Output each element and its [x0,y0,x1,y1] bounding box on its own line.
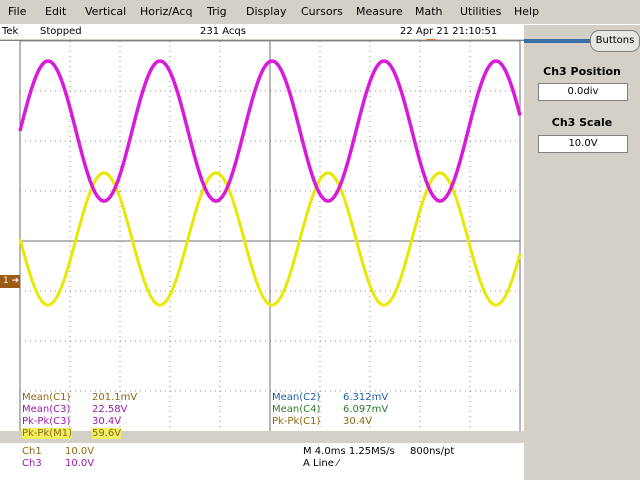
menu-display[interactable]: Display [246,5,287,18]
ch3-position-field[interactable]: 0.0div [538,83,628,101]
status-bar: Tek Stopped 231 Acqs 22 Apr 21 21:10:51 [0,25,524,39]
mean-c4-label: Mean(C4) [272,404,321,415]
mean-c4-value: 6.097mV [343,404,389,415]
acq-state: Stopped [40,26,82,37]
ch3-waveform [18,59,522,203]
menu-math[interactable]: Math [415,5,443,18]
pkpk-c3-label: Pk-Pk(C3) [22,416,71,427]
control-panel: Buttons Ch3 Position 0.0div Ch3 Scale 10… [524,25,640,480]
menu-measure[interactable]: Measure [356,5,403,18]
waveform-display: 1 ➔ Mean(C1) 201.1mV Mean(C3) 22.58V Pk-… [0,40,524,439]
bottom-readout: Ch1 10.0V Ch3 10.0V M 4.0ms 1.25MS/s 800… [0,443,524,480]
mean-c2-value: 6.312mV [343,392,389,403]
ch3-readout-label[interactable]: Ch3 [22,458,42,469]
mean-c3-value: 22.58V [92,404,128,415]
mean-c1-value: 201.1mV [92,392,138,403]
mean-c1-label: Mean(C1) [22,392,71,403]
trigger-readout[interactable]: A Line ⁄ [303,458,339,469]
brand-label: Tek [2,26,19,37]
buttons-button[interactable]: Buttons [590,30,640,52]
mean-c2-label: Mean(C2) [272,392,321,403]
pkpk-c3-value: 30.4V [92,416,122,427]
menu-file[interactable]: File [8,5,27,18]
menu-utilities[interactable]: Utilities [460,5,502,18]
panel-header-bar [524,39,640,43]
menu-edit[interactable]: Edit [45,5,67,18]
ch3-scale-label: Ch3 Scale [551,116,613,129]
menu-trig[interactable]: Trig [207,5,227,18]
ch1-marker-label: 1 [3,276,9,286]
menu-bar: File Edit Vertical Horiz/Acq Trig Displa… [0,0,640,25]
ch3-scale-field[interactable]: 10.0V [538,135,628,153]
pkpk-m1-label: Pk-Pk(M1) [22,428,73,439]
ch3-position-label: Ch3 Position [543,65,621,78]
ch3-readout-scale: 10.0V [65,458,95,469]
ch1-waveform [18,171,522,307]
waveform-plot [18,41,522,431]
acq-count: 231 Acqs [200,26,246,37]
ch1-readout-scale: 10.0V [65,446,95,457]
pkpk-m1-value: 59.6V [92,428,122,439]
date-time: 22 Apr 21 21:10:51 [400,26,498,37]
timebase-readout[interactable]: M 4.0ms 1.25MS/s [303,446,395,457]
pkpk-c1-label: Pk-Pk(C1) [272,416,321,427]
pkpk-c1-value: 30.4V [343,416,373,427]
mean-c3-label: Mean(C3) [22,404,71,415]
menu-help[interactable]: Help [514,5,540,18]
menu-cursors[interactable]: Cursors [301,5,343,18]
menu-horiz-acq[interactable]: Horiz/Acq [140,5,193,18]
ch1-ground-marker[interactable]: 1 ➔ [0,275,20,288]
ch1-readout-label[interactable]: Ch1 [22,446,42,457]
resolution-readout: 800ns/pt [410,446,455,457]
menu-vertical[interactable]: Vertical [85,5,127,18]
